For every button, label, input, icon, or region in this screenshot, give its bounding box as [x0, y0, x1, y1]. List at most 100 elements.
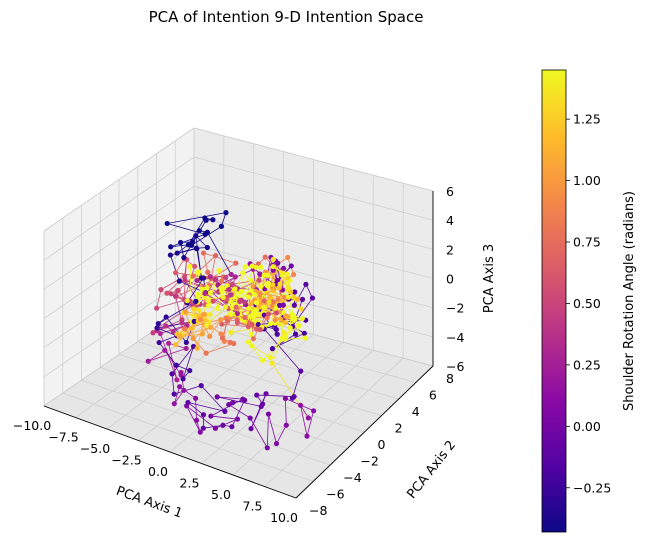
data-point — [292, 316, 298, 323]
data-point — [200, 311, 206, 318]
data-point — [287, 325, 293, 331]
data-point — [204, 244, 210, 251]
data-point — [228, 329, 234, 336]
data-point — [299, 296, 306, 302]
data-point — [253, 326, 259, 332]
data-point — [176, 278, 182, 284]
trajectory-segment — [263, 328, 302, 372]
data-point — [280, 265, 287, 271]
data-point — [196, 269, 202, 275]
data-point — [210, 217, 216, 223]
data-point — [268, 320, 274, 327]
data-point — [226, 286, 232, 293]
data-point — [269, 303, 275, 309]
data-point — [233, 304, 239, 310]
data-point — [207, 290, 213, 296]
data-point — [238, 288, 244, 295]
gridline — [193, 215, 434, 279]
gridlines — [43, 127, 434, 499]
data-point — [229, 424, 235, 430]
data-point — [167, 252, 174, 258]
data-point — [220, 422, 226, 428]
data-point — [164, 220, 170, 227]
data-point — [274, 277, 281, 283]
data-point — [204, 285, 210, 291]
trajectory-segment — [187, 402, 204, 416]
trajectory-segment — [252, 269, 257, 290]
trajectory-segment — [164, 350, 182, 376]
data-point — [242, 314, 248, 321]
axis-lines — [43, 191, 434, 499]
data-point — [198, 275, 205, 281]
data-point — [207, 311, 213, 318]
colorbar-tick-label: 1.25 — [573, 112, 601, 127]
data-point — [224, 283, 230, 289]
data-point — [228, 271, 234, 278]
trajectory-segment — [230, 291, 242, 315]
data-point — [182, 277, 188, 283]
trajectory-segment — [157, 320, 195, 329]
data-point — [272, 317, 278, 323]
data-point — [257, 327, 263, 333]
data-point — [169, 371, 175, 377]
data-point — [208, 324, 214, 331]
trajectory-segment — [184, 328, 207, 354]
data-point — [227, 339, 233, 345]
x-axis-label: PCA Axis 1 — [114, 484, 184, 522]
chart-title: PCA of Intention 9-D Intention Space — [149, 8, 424, 26]
x-axis-line — [43, 405, 297, 499]
trajectory-segment — [203, 252, 236, 264]
z-tick-label: 0 — [446, 272, 454, 287]
data-point — [222, 408, 228, 414]
data-point — [219, 321, 225, 327]
data-point — [248, 331, 254, 338]
gridline — [43, 244, 195, 348]
data-point — [270, 287, 276, 294]
data-point — [285, 286, 291, 292]
data-point — [265, 272, 271, 278]
gridline — [43, 186, 195, 290]
x-tick-label: 7.5 — [243, 499, 263, 514]
colorbar-tick-label: 0.00 — [573, 419, 601, 434]
trajectory-segment — [173, 385, 202, 395]
gridline — [43, 156, 195, 261]
trajectory-segment — [266, 414, 269, 448]
data-point — [212, 425, 219, 431]
trajectory-segment — [210, 415, 238, 420]
data-point — [256, 303, 262, 310]
data-point — [191, 306, 197, 312]
data-point — [163, 323, 169, 329]
data-point — [228, 299, 234, 305]
trajectory-segment — [200, 319, 211, 337]
data-point — [154, 305, 160, 311]
data-point — [205, 269, 211, 275]
data-point — [261, 298, 267, 304]
data-point — [273, 310, 280, 316]
gridline — [43, 215, 195, 319]
data-point — [282, 333, 289, 340]
trajectory-segment — [200, 385, 226, 412]
trajectory-segment — [203, 252, 209, 273]
data-point — [269, 360, 275, 366]
data-point — [172, 293, 179, 299]
trajectory-segment — [249, 417, 268, 448]
data-point — [258, 264, 264, 270]
gridline — [193, 244, 434, 309]
z-tick-label: 4 — [446, 213, 454, 228]
data-point — [250, 336, 256, 342]
data-point — [170, 328, 176, 334]
trajectory-segment — [215, 418, 238, 429]
data-point — [218, 317, 224, 323]
data-point — [156, 339, 162, 346]
gridline — [193, 156, 434, 221]
data-point — [304, 433, 310, 439]
data-point — [258, 284, 264, 290]
data-point — [232, 274, 238, 280]
trajectory-segment — [171, 346, 194, 375]
data-point — [256, 277, 262, 283]
z-tick-label: −2 — [446, 301, 464, 316]
data-point — [273, 440, 280, 447]
trajectory-segment — [183, 266, 196, 300]
